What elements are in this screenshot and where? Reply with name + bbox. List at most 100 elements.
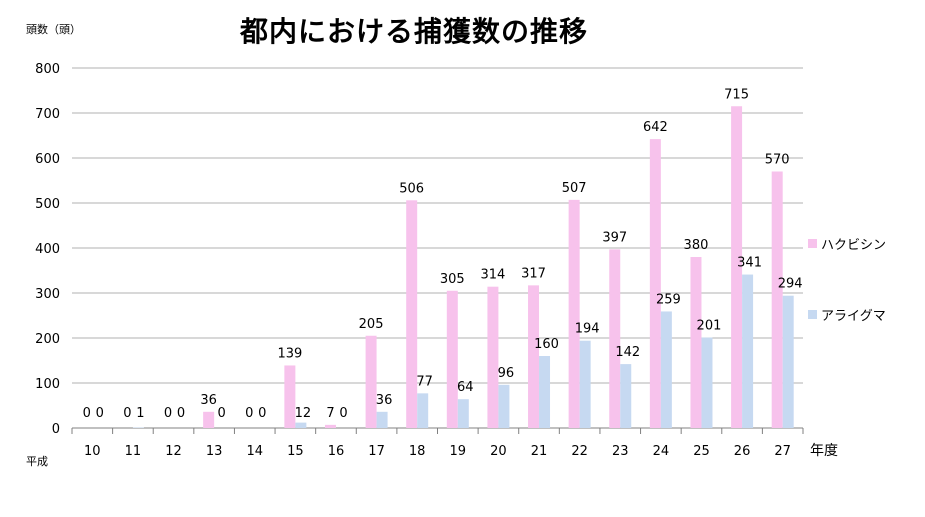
data-label-hakubishin: 570	[765, 153, 790, 168]
data-label-araiguma: 77	[416, 374, 433, 389]
data-label-hakubishin: 36	[200, 393, 217, 408]
data-label-araiguma: 0	[217, 406, 225, 421]
y-tick-label: 0	[52, 422, 60, 437]
data-label-araiguma: 194	[575, 322, 600, 337]
x-tick-label: 11	[125, 444, 142, 459]
x-axis-unit-label: 年度	[810, 443, 838, 459]
x-tick-label: 27	[774, 444, 791, 459]
bar-araiguma	[376, 411, 388, 428]
data-label-araiguma: 294	[778, 277, 803, 292]
x-tick-label: 22	[571, 444, 588, 459]
bar-hakubishin	[528, 285, 540, 428]
era-label: 平成	[26, 455, 48, 468]
data-label-hakubishin: 380	[684, 238, 709, 253]
bar-hakubishin	[324, 424, 336, 428]
bar-araiguma	[498, 384, 510, 428]
data-label-hakubishin: 0	[245, 406, 253, 421]
y-tick-label: 100	[35, 377, 60, 392]
data-label-araiguma: 1	[136, 406, 144, 421]
data-label-hakubishin: 397	[602, 230, 627, 245]
data-label-araiguma: 0	[177, 406, 185, 421]
y-tick-label: 300	[35, 287, 60, 302]
data-label-araiguma: 96	[498, 366, 515, 381]
bar-araiguma	[417, 393, 429, 428]
data-label-araiguma: 201	[697, 319, 722, 334]
data-label-araiguma: 0	[258, 406, 266, 421]
legend-label-hakubishin: ハクビシン	[821, 238, 887, 253]
bar-araiguma	[457, 399, 469, 428]
x-tick-label: 24	[653, 444, 670, 459]
bar-hakubishin	[284, 365, 296, 428]
data-label-hakubishin: 205	[359, 317, 384, 332]
bar-araiguma	[701, 337, 713, 428]
bar-araiguma	[295, 422, 307, 428]
x-tick-label: 21	[531, 444, 548, 459]
legend-label-araiguma: アライグマ	[821, 309, 886, 324]
y-tick-label: 800	[35, 62, 60, 77]
y-axis-unit-label: 頭数（頭）	[26, 23, 81, 36]
data-label-hakubishin: 715	[724, 87, 749, 102]
x-tick-label: 19	[450, 444, 467, 459]
bar-araiguma	[539, 356, 551, 428]
data-label-araiguma: 36	[376, 393, 393, 408]
bar-hakubishin	[568, 199, 580, 428]
legend-swatch-araiguma	[808, 310, 817, 319]
bar-hakubishin	[446, 290, 458, 428]
data-label-araiguma: 0	[339, 406, 347, 421]
data-label-hakubishin: 507	[562, 181, 587, 196]
x-tick-label: 26	[734, 444, 751, 459]
bar-hakubishin	[731, 106, 743, 428]
data-label-hakubishin: 139	[277, 346, 302, 361]
x-tick-label: 17	[368, 444, 385, 459]
data-label-hakubishin: 314	[481, 268, 506, 283]
bar-hakubishin	[203, 411, 215, 428]
bar-hakubishin	[771, 171, 783, 428]
bar-hakubishin	[649, 139, 661, 428]
y-tick-label: 600	[35, 152, 60, 167]
x-tick-label: 10	[84, 444, 101, 459]
bar-araiguma	[579, 340, 591, 428]
data-label-hakubishin: 317	[521, 266, 546, 281]
y-tick-label: 500	[35, 197, 60, 212]
data-label-hakubishin: 305	[440, 272, 465, 287]
x-tick-label: 20	[490, 444, 507, 459]
data-label-araiguma: 0	[96, 406, 104, 421]
data-label-araiguma: 259	[656, 292, 681, 307]
x-tick-label: 15	[287, 444, 304, 459]
bar-hakubishin	[406, 200, 418, 428]
x-tick-label: 12	[165, 444, 182, 459]
y-tick-label: 200	[35, 332, 60, 347]
x-tick-label: 23	[612, 444, 629, 459]
data-label-hakubishin: 7	[326, 406, 334, 421]
x-tick-label: 18	[409, 444, 426, 459]
y-tick-label: 700	[35, 107, 60, 122]
y-tick-label: 400	[35, 242, 60, 257]
bar-hakubishin	[609, 249, 621, 428]
bar-araiguma	[742, 274, 754, 428]
bar-hakubishin	[487, 286, 499, 428]
legend-item-hakubishin: ハクビシン	[808, 234, 886, 253]
chart-title: 都内における捕獲数の推移	[240, 15, 589, 48]
x-tick-label: 16	[328, 444, 345, 459]
data-label-hakubishin: 642	[643, 120, 668, 135]
data-label-hakubishin: 0	[164, 406, 172, 421]
bar-araiguma	[660, 311, 672, 428]
x-tick-label: 25	[693, 444, 710, 459]
data-label-araiguma: 12	[295, 406, 312, 421]
x-tick-label: 14	[246, 444, 263, 459]
legend-swatch-hakubishin	[808, 239, 817, 248]
bar-hakubishin	[365, 335, 377, 428]
data-label-araiguma: 160	[534, 337, 559, 352]
data-label-araiguma: 142	[615, 345, 640, 360]
bar-araiguma	[620, 364, 632, 428]
x-tick-label: 13	[206, 444, 223, 459]
bar-hakubishin	[690, 257, 702, 428]
data-label-hakubishin: 0	[83, 406, 91, 421]
data-label-hakubishin: 506	[399, 181, 424, 196]
data-label-hakubishin: 0	[123, 406, 131, 421]
legend-item-araiguma: アライグマ	[808, 305, 886, 324]
data-label-araiguma: 64	[457, 380, 474, 395]
data-label-araiguma: 341	[737, 256, 762, 271]
bar-araiguma	[782, 295, 794, 428]
